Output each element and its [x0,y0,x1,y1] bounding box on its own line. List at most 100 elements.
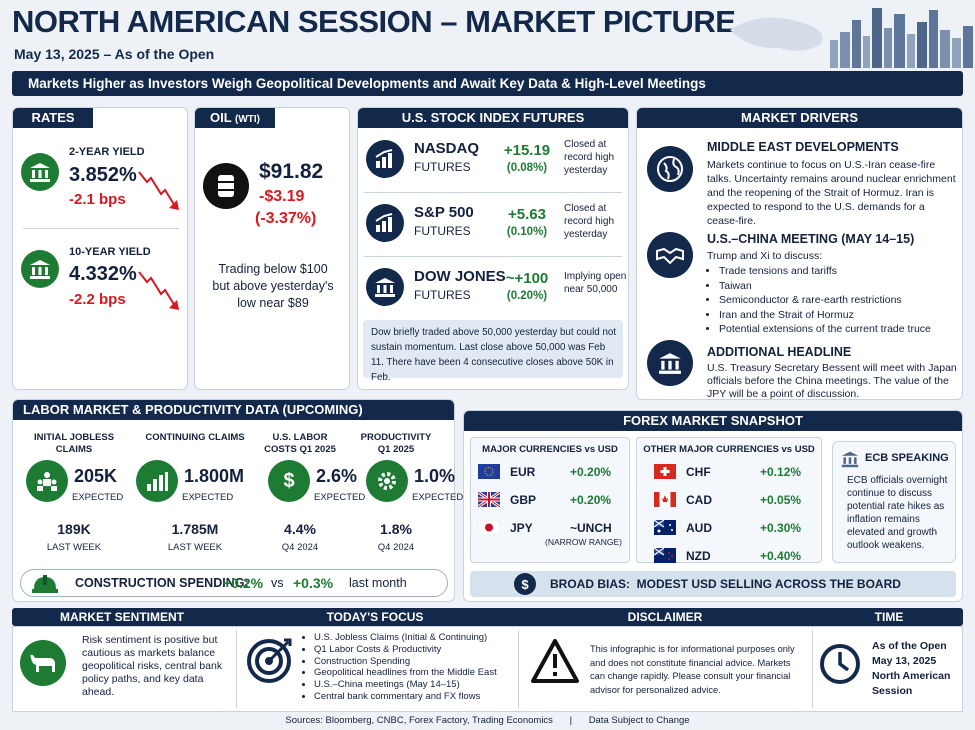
bank-icon [841,451,859,468]
currency-change: +0.12% [760,465,802,479]
list-item: Taiwan [719,279,931,294]
divider [236,630,237,708]
sentiment-text: Risk sentiment is positive but cautious … [82,634,223,698]
bull-icon [20,640,66,686]
headline-banner: Markets Higher as Investors Weigh Geopol… [12,71,963,96]
disclaimer-text: This infographic is for informational pu… [590,644,795,695]
ecb-box: ECB SPEAKING ECB officials overnight con… [832,441,956,563]
labor-prev-label: LAST WEEK [46,542,102,553]
bias-bar: $ BROAD BIAS: MODEST USD SELLING ACROSS … [470,571,956,597]
labor-label: INITIAL JOBLESS CLAIMS [33,432,115,455]
futures-change: +15.19 [503,142,551,159]
labor-prev: 4.4% [284,521,316,537]
footer-sources: Sources: Bloomberg, CNBC, Forex Factory,… [285,715,553,726]
china-title: U.S.–CHINA MEETING (MAY 14–15) [707,232,915,246]
rates-title: RATES [13,108,93,128]
labor-value: 2.6% [316,466,358,486]
warning-icon [531,639,579,683]
labor-label: U.S. LABOR COSTS Q1 2025 [264,432,336,455]
bank-icon [647,340,693,386]
currency-code: CHF [686,465,711,479]
labor-expected: EXPECTED [314,492,366,503]
time-title: TIME [874,610,904,624]
oil-pct: (-3.37%) [255,210,317,227]
list-item: Trade tensions and tariffs [719,264,931,279]
labor-prev: 1.785M [171,521,219,537]
construction-prev-label: last month [349,576,407,590]
currency-code: NZD [686,549,711,563]
list-item: Construction Spending [314,656,497,668]
futures-name: NASDAQ [414,140,480,157]
labor-expected: EXPECTED [182,492,234,503]
construction-prev: +0.3% [293,575,334,591]
futures-name: S&P 500 [414,204,474,221]
mideast-text: Markets continue to focus on U.S.-Iran c… [707,159,956,227]
time-line3: North American [872,670,951,682]
page-header: NORTH AMERICAN SESSION – MARKET PICTURE … [0,0,975,70]
futures-pct: (0.10%) [506,226,548,238]
australia-flag-icon [654,520,676,535]
futures-change: ~+100 [505,270,549,287]
labor-prev-label: Q4 2024 [377,542,415,553]
ecb-text: ECB officials overnight continue to disc… [847,475,948,551]
major-title: MAJOR CURRENCIES vs USD [482,444,618,455]
page-date: May 13, 2025 – As of the Open [14,46,215,62]
sentiment-title: MARKET SENTIMENT [60,610,184,624]
dollar-icon: $ [514,573,536,595]
new-zealand-flag-icon [654,548,676,563]
footer: Sources: Bloomberg, CNBC, Forex Factory,… [0,715,975,726]
list-item: U.S. Jobless Claims (Initial & Continuin… [314,632,497,644]
oil-change: -$3.19 [259,188,305,205]
divider [23,228,179,229]
trend-down-icon [138,171,179,210]
futures-row: DOW JONES FUTURES ~+100 (0.20%) Implying ope… [360,264,626,324]
rate-change: -2.1 bps [69,191,126,208]
futures-note-box: Dow briefly traded above 50,000 yesterda… [363,320,623,383]
handshake-icon [647,232,693,278]
futures-sub: FUTURES [414,224,471,238]
currency-change: +0.40% [760,549,802,563]
futures-sub: FUTURES [414,160,471,174]
japan-flag-icon [478,520,500,535]
oil-title: OIL (WTI) [195,108,275,128]
eu-flag-icon [478,464,500,479]
bottom-section [12,626,963,712]
bias-text: BROAD BIAS: MODEST USD SELLING ACROSS TH… [550,577,901,591]
footer-sep: | [569,715,573,726]
forex-panel: FOREX MARKET SNAPSHOT MAJOR CURRENCIES v… [463,410,963,602]
futures-pct: (0.20%) [506,290,548,302]
bank-icon [21,153,59,191]
major-currencies-box: MAJOR CURRENCIES vs USD [470,437,630,563]
rates-panel: RATES 2-YEAR YIELD 3.852% -2.1 bps 10-YE… [12,107,188,390]
currency-code: CAD [686,493,712,507]
futures-row: S&P 500 FUTURES +5.63 (0.10%) Closed at reco… [360,200,626,260]
currency-change: +0.30% [760,521,802,535]
drivers-panel: MARKET DRIVERS MIDDLE EAST DEVELOPMENTS … [636,107,963,400]
time-line4: Session [872,685,913,697]
currency-code: AUD [686,521,712,535]
headline-title: ADDITIONAL HEADLINE [707,345,852,359]
labor-prev: 189K [57,521,91,537]
futures-name: DOW JONES [414,268,506,285]
construction-vs: vs [271,576,284,590]
chart-up-icon [366,140,404,178]
list-item: U.S.–China meetings (May 14–15) [314,679,497,691]
focus-list: U.S. Jobless Claims (Initial & Continuin… [314,632,497,703]
futures-note-text: Dow briefly traded above 50,000 yesterda… [371,327,617,383]
time-line1: As of the Open [872,640,947,652]
currency-code: GBP [510,493,537,507]
labor-label: PRODUCTIVITY Q1 2025 [360,432,432,455]
chart-bar-icon [136,460,178,502]
list-item: Semiconductor & rare-earth restrictions [719,293,931,308]
labor-value: 1.800M [184,466,245,486]
futures-sub: FUTURES [414,288,471,302]
oil-price: $91.82 [259,160,324,183]
dollar-icon: $ [268,460,310,502]
bank-icon [21,250,59,288]
globe-icon [647,146,693,192]
skyline-icon [730,8,973,68]
trend-down-icon [138,271,179,310]
drivers-title: MARKET DRIVERS [637,108,962,128]
mideast-title: MIDDLE EAST DEVELOPMENTS [707,140,899,154]
oil-title-sub: (WTI) [235,114,261,125]
